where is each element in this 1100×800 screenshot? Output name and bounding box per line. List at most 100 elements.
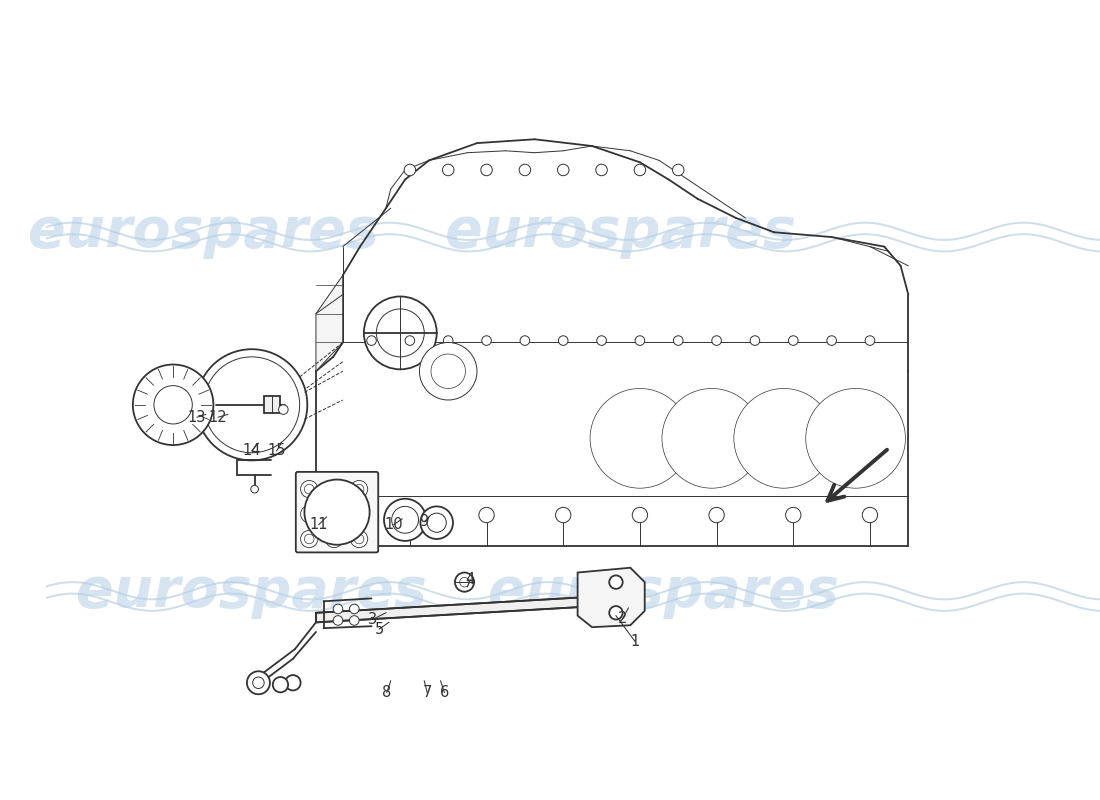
Circle shape (329, 534, 339, 544)
Circle shape (350, 604, 359, 614)
Polygon shape (578, 568, 645, 627)
Circle shape (133, 365, 213, 445)
Circle shape (558, 164, 569, 176)
Circle shape (597, 336, 606, 346)
Text: 5: 5 (375, 622, 384, 637)
Circle shape (708, 507, 724, 522)
Text: eurospares: eurospares (446, 206, 796, 259)
Circle shape (384, 498, 426, 541)
Text: 7: 7 (422, 685, 432, 700)
Circle shape (481, 164, 493, 176)
Circle shape (333, 616, 343, 626)
Circle shape (559, 336, 568, 346)
Circle shape (326, 481, 343, 498)
Circle shape (609, 575, 623, 589)
Text: 10: 10 (384, 517, 403, 532)
Circle shape (354, 534, 364, 544)
Circle shape (590, 389, 690, 488)
Circle shape (592, 390, 688, 486)
Circle shape (807, 390, 903, 486)
Circle shape (326, 530, 343, 548)
Circle shape (376, 309, 425, 357)
Circle shape (196, 349, 307, 460)
Circle shape (455, 573, 474, 592)
Circle shape (673, 336, 683, 346)
Circle shape (789, 336, 799, 346)
Circle shape (404, 164, 416, 176)
Circle shape (329, 510, 339, 519)
Circle shape (609, 606, 623, 619)
Circle shape (672, 164, 684, 176)
Circle shape (606, 405, 673, 472)
Circle shape (862, 507, 878, 522)
Circle shape (736, 390, 832, 486)
Circle shape (350, 616, 359, 626)
Text: 6: 6 (440, 685, 449, 700)
Text: eurospares: eurospares (488, 565, 839, 618)
Circle shape (519, 164, 530, 176)
Circle shape (662, 389, 761, 488)
Circle shape (305, 479, 370, 545)
Circle shape (734, 389, 834, 488)
Circle shape (405, 336, 415, 346)
Circle shape (664, 390, 760, 486)
Circle shape (866, 336, 874, 346)
Circle shape (246, 671, 270, 694)
Circle shape (520, 336, 530, 346)
Text: 1: 1 (630, 634, 640, 649)
Circle shape (251, 486, 258, 493)
Circle shape (305, 484, 314, 494)
Text: 4: 4 (465, 572, 475, 586)
Text: 3: 3 (367, 612, 377, 627)
Circle shape (442, 164, 454, 176)
Circle shape (556, 507, 571, 522)
Circle shape (285, 675, 300, 690)
Circle shape (364, 297, 437, 370)
Text: 12: 12 (209, 410, 228, 425)
Text: 13: 13 (188, 410, 207, 425)
Circle shape (253, 677, 264, 689)
Circle shape (750, 336, 760, 346)
Circle shape (635, 164, 646, 176)
Circle shape (305, 510, 314, 519)
Circle shape (478, 507, 494, 522)
Text: 8: 8 (382, 685, 392, 700)
Text: 9: 9 (419, 514, 429, 530)
Circle shape (300, 481, 318, 498)
Circle shape (351, 506, 367, 522)
Circle shape (785, 507, 801, 522)
Polygon shape (316, 275, 343, 371)
Circle shape (679, 405, 746, 472)
Circle shape (273, 677, 288, 692)
Circle shape (366, 336, 376, 346)
Circle shape (300, 506, 318, 522)
Circle shape (805, 389, 905, 488)
Circle shape (351, 530, 367, 548)
Circle shape (632, 507, 648, 522)
Polygon shape (316, 597, 597, 622)
Circle shape (431, 354, 465, 389)
Text: 2: 2 (618, 611, 627, 626)
Circle shape (712, 336, 722, 346)
Circle shape (460, 578, 470, 587)
Circle shape (427, 513, 447, 532)
Circle shape (420, 506, 453, 539)
Text: 14: 14 (242, 443, 261, 458)
Circle shape (635, 336, 645, 346)
Circle shape (419, 342, 477, 400)
Circle shape (750, 405, 817, 472)
Circle shape (333, 604, 343, 614)
Circle shape (443, 336, 453, 346)
Circle shape (403, 507, 418, 522)
Text: eurospares: eurospares (29, 206, 379, 259)
Circle shape (329, 484, 339, 494)
Text: 11: 11 (309, 517, 328, 532)
Circle shape (822, 405, 889, 472)
Circle shape (305, 534, 314, 544)
Circle shape (354, 510, 364, 519)
FancyBboxPatch shape (296, 472, 378, 553)
Text: eurospares: eurospares (76, 565, 427, 618)
Circle shape (204, 357, 299, 453)
Circle shape (326, 506, 343, 522)
Circle shape (351, 481, 367, 498)
